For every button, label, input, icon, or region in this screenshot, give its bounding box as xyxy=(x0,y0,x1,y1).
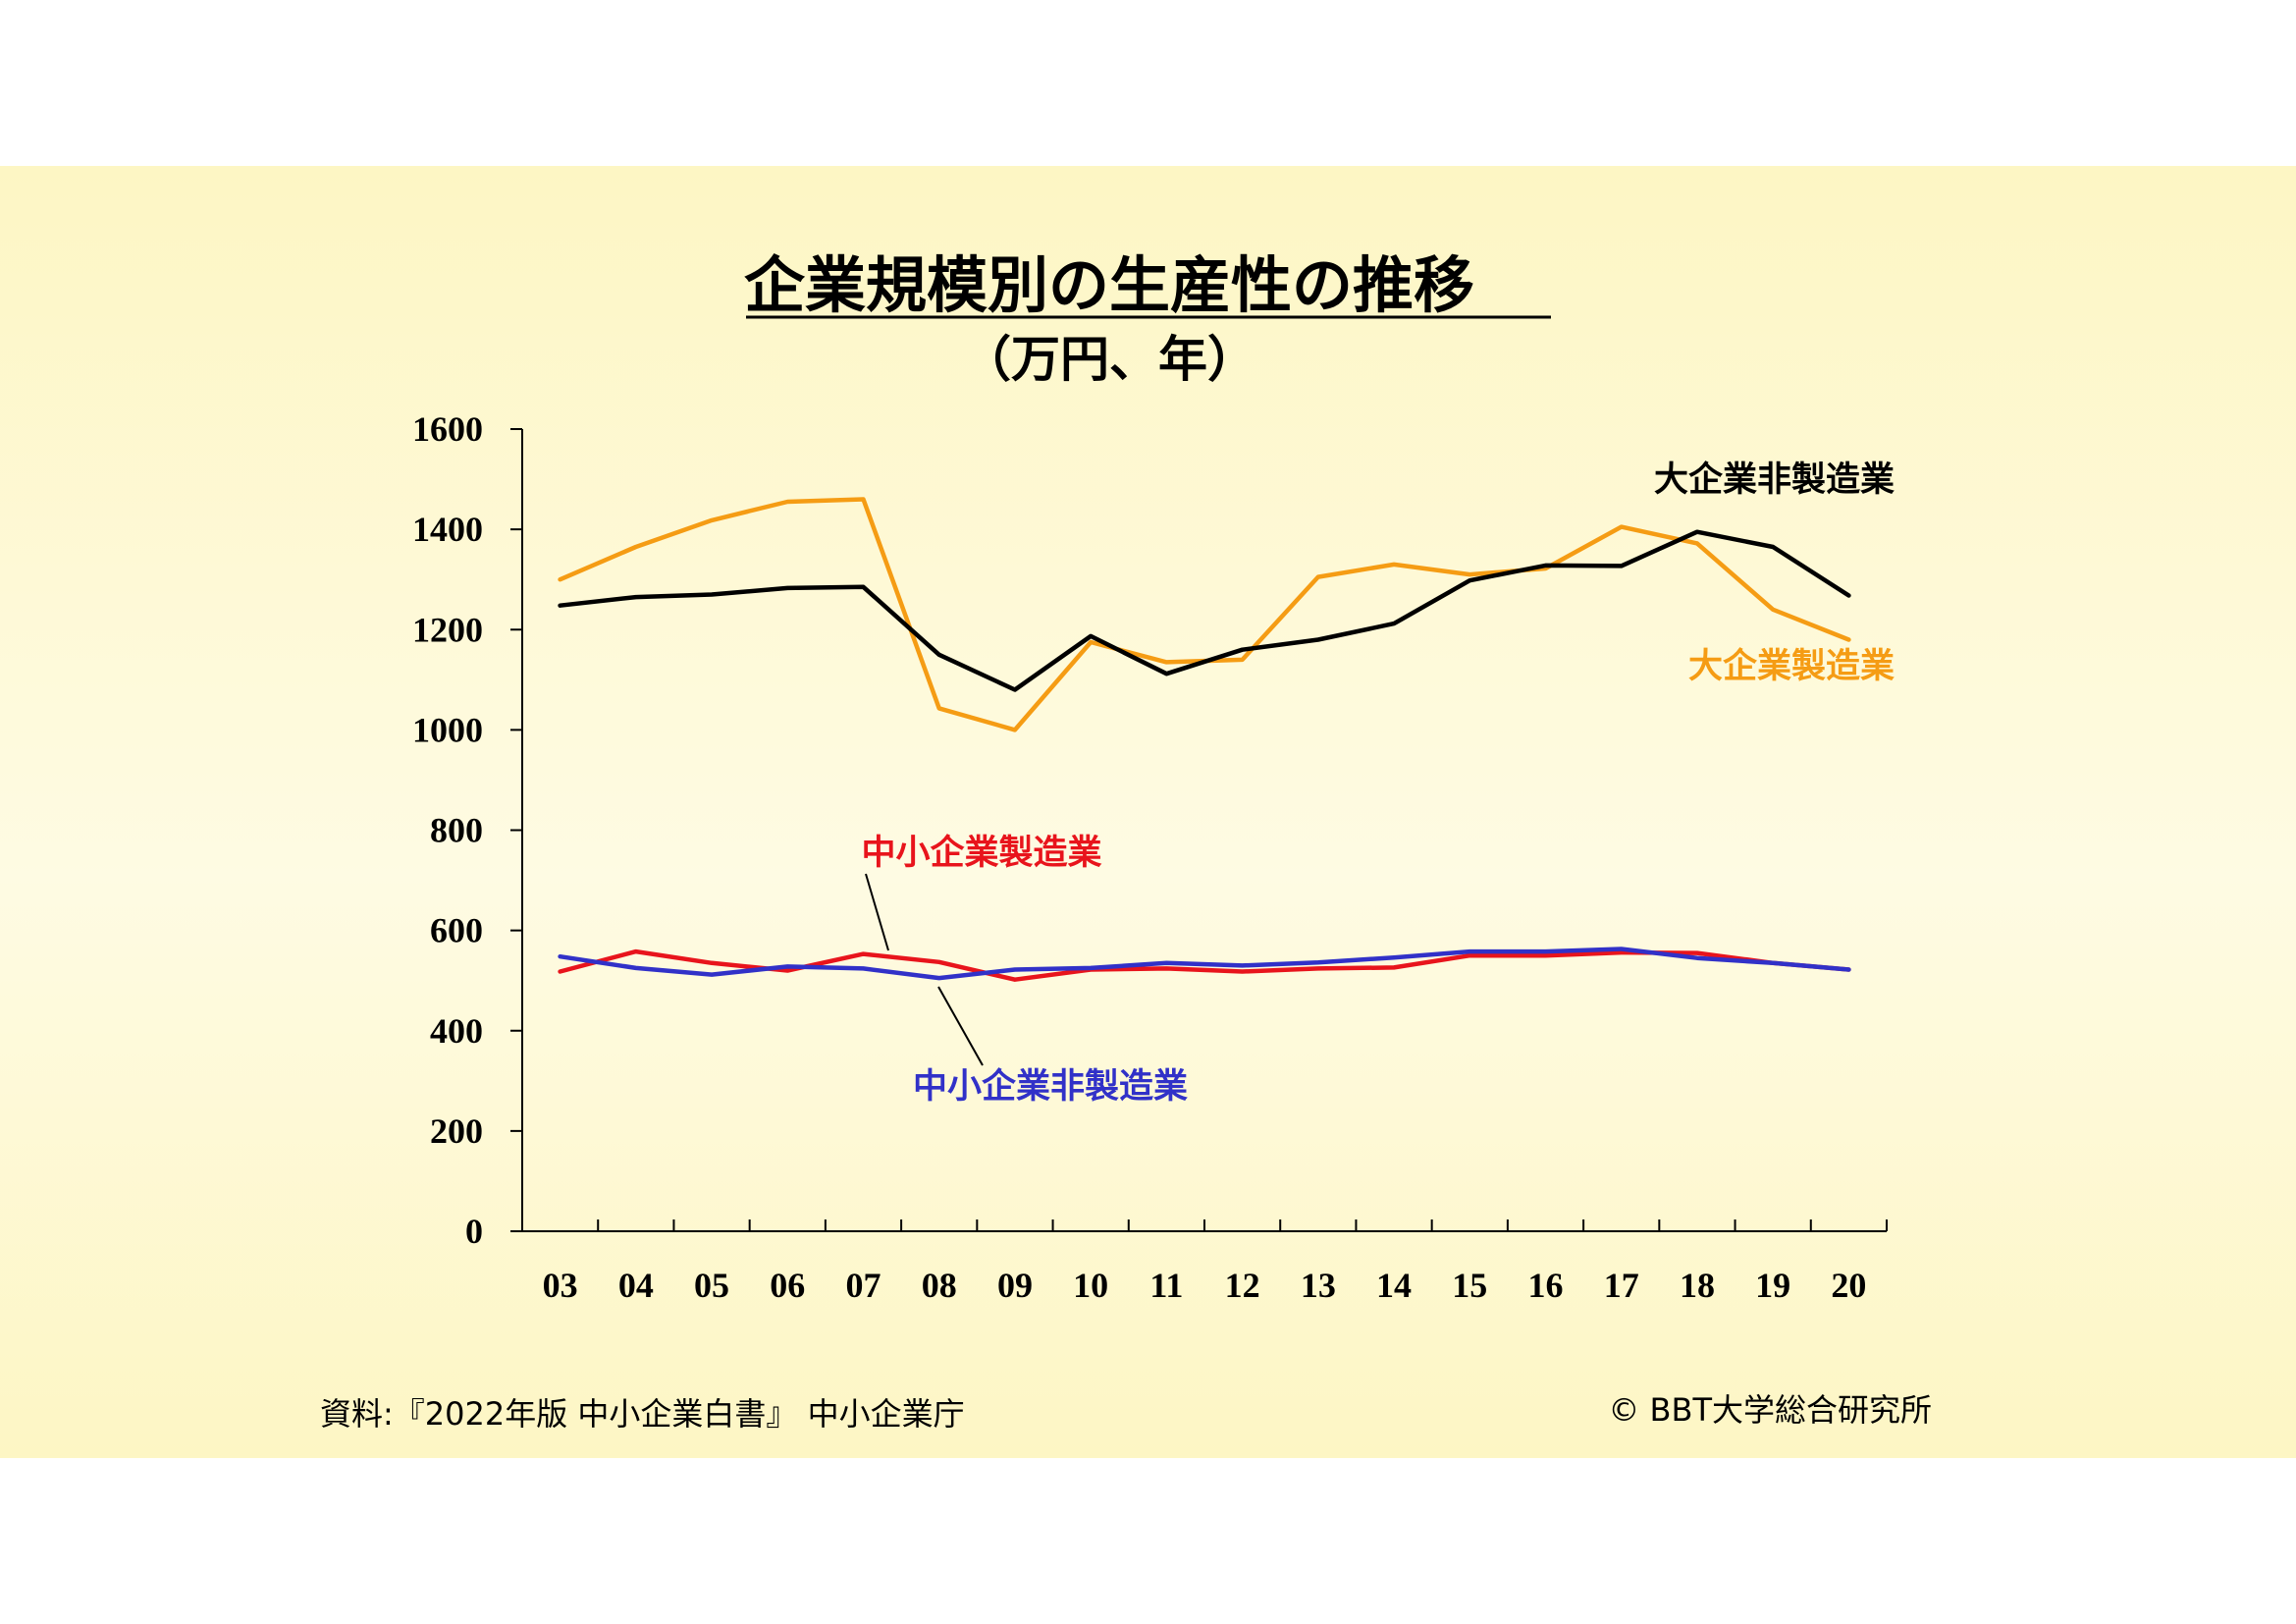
y-tick-label: 1000 xyxy=(412,710,483,749)
sme-manufacturing-leader-line xyxy=(865,873,889,951)
copyright-note: © BBT大学総合研究所 xyxy=(1608,1391,1932,1429)
series-line-sme-nonmanufacturing xyxy=(558,947,1851,981)
x-tick-label: 08 xyxy=(922,1266,957,1305)
x-tick-label: 12 xyxy=(1225,1266,1260,1305)
x-tick-label: 18 xyxy=(1680,1266,1715,1305)
x-tick-label: 15 xyxy=(1452,1266,1487,1305)
y-tick-label: 600 xyxy=(430,911,483,950)
y-tick-label: 1200 xyxy=(412,610,483,649)
series-line-large-manufacturing xyxy=(558,497,1851,732)
x-tick-label: 16 xyxy=(1528,1266,1564,1305)
x-tick-label: 11 xyxy=(1149,1266,1183,1305)
chart-title: 企業規模別の生産性の推移 xyxy=(744,249,1474,321)
series-label-sme-manufacturing: 中小企業製造業 xyxy=(861,833,1101,873)
series-label-sme-nonmanufacturing: 中小企業非製造業 xyxy=(913,1066,1188,1107)
y-tick-label: 400 xyxy=(430,1011,483,1051)
x-tick-label: 07 xyxy=(846,1266,881,1305)
x-tick-label: 06 xyxy=(770,1266,805,1305)
y-tick-label: 200 xyxy=(430,1111,483,1151)
y-tick-label: 1400 xyxy=(412,510,483,549)
x-tick-label: 20 xyxy=(1831,1266,1866,1305)
x-tick-label: 03 xyxy=(543,1266,578,1305)
axes xyxy=(510,428,1888,1232)
source-note: 資料:『2022年版 中小企業白書』 中小企業庁 xyxy=(320,1395,965,1433)
x-tick-label: 05 xyxy=(694,1266,729,1305)
chart-panel xyxy=(0,166,2296,1458)
y-tick-label: 800 xyxy=(430,811,483,850)
x-tick-label: 10 xyxy=(1073,1266,1108,1305)
series-label-large-manufacturing: 大企業製造業 xyxy=(1688,646,1895,686)
series-line-large-nonmanufacturing xyxy=(558,529,1851,692)
x-tick-label: 09 xyxy=(997,1266,1033,1305)
y-tick-label: 1600 xyxy=(412,409,483,449)
x-tick-label: 14 xyxy=(1376,1266,1412,1305)
x-tick-label: 13 xyxy=(1301,1266,1336,1305)
series-label-large-nonmanufacturing: 大企業非製造業 xyxy=(1654,460,1895,500)
x-tick-label: 19 xyxy=(1755,1266,1790,1305)
chart-subtitle: （万円、年） xyxy=(962,331,1256,388)
x-tick-label: 17 xyxy=(1604,1266,1639,1305)
x-tick-label: 04 xyxy=(618,1266,654,1305)
tick-labels: 0 200 400 600 800 1000 1200 1400 1600 03 04 05 06 07 0… xyxy=(412,409,1866,1305)
sme-nonmanufacturing-leader-line xyxy=(937,986,984,1066)
series-lines xyxy=(558,497,1851,982)
y-tick-label: 0 xyxy=(465,1212,483,1251)
